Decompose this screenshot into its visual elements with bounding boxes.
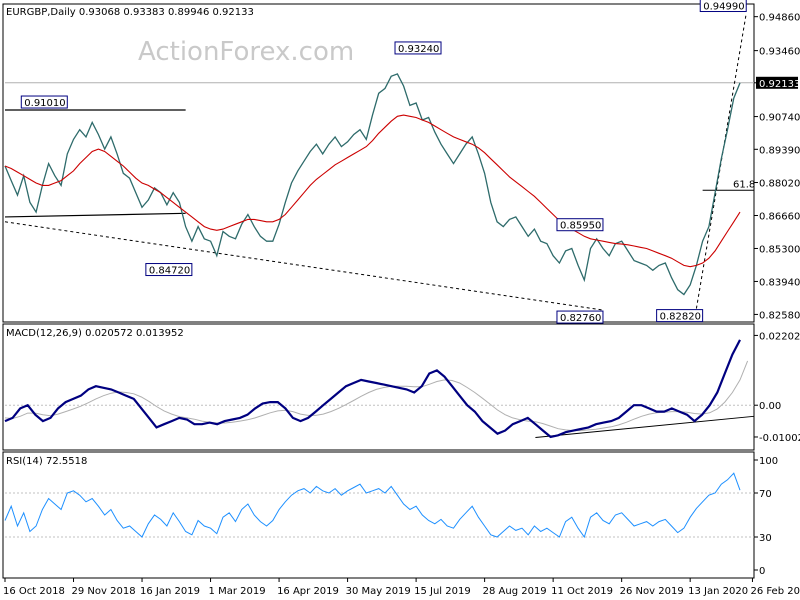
price-tick-label: 0.83940 (759, 277, 800, 288)
x-tick-label: 16 Apr 2019 (277, 586, 339, 597)
price-tick-label: 0.94860 (759, 13, 800, 24)
rsi-tick-label: 30 (759, 533, 772, 544)
price-annotation-box (699, 0, 747, 13)
price-tick-label: 0.86660 (759, 211, 800, 222)
price-annotation-box (394, 41, 442, 55)
fibonacci-label: 61.8 (733, 179, 755, 190)
price-annotation-label: 0.84720 (149, 266, 190, 277)
price-annotation-box (656, 309, 704, 323)
x-tick-label: 15 Jul 2019 (414, 586, 471, 597)
rsi-tick-label: 0 (759, 566, 765, 577)
x-tick-label: 26 Nov 2019 (620, 586, 684, 597)
watermark: ActionForex.com (138, 37, 354, 67)
rsi-tick-label: 100 (759, 456, 778, 467)
price-annotation-box (556, 310, 604, 324)
price-tick-label: 0.89390 (759, 145, 800, 156)
price-annotation-box (20, 95, 68, 109)
x-tick-label: 26 Feb 2020 (750, 586, 800, 597)
rsi-tick-label: 70 (759, 489, 772, 500)
dashed-rally-line (695, 13, 747, 309)
x-tick-label: 11 Oct 2019 (551, 586, 613, 597)
price-annotation-label: 0.82760 (560, 313, 601, 324)
current-price-box (756, 76, 798, 89)
dashed-trendline (4, 221, 604, 311)
price-panel (2, 3, 755, 323)
macd-series (4, 339, 741, 439)
price-annotation-label: 0.85950 (560, 221, 601, 232)
macd-trendline (535, 415, 755, 439)
x-tick-label: 13 Jan 2020 (688, 586, 748, 597)
x-tick-label: 16 Oct 2018 (3, 586, 65, 597)
x-tick-label: 28 Aug 2019 (483, 586, 547, 597)
x-tick-label: 29 Nov 2018 (72, 586, 136, 597)
macd-tick-label: 0.00 (759, 401, 781, 412)
sma-series (4, 114, 741, 268)
macd-panel (2, 323, 755, 451)
current-price-label: 0.92133 (759, 79, 800, 90)
macd-tick-label: -0.010022 (759, 433, 800, 444)
price-annotation-box (556, 218, 604, 232)
price-title: EURGBP,Daily 0.93068 0.93383 0.89946 0.9… (6, 7, 254, 18)
x-tick-label: 1 Mar 2019 (209, 586, 266, 597)
price-annotation-label: 0.94990 (703, 2, 744, 13)
price-tick-label: 0.85300 (759, 244, 800, 255)
price-tick-label: 0.90740 (759, 113, 800, 124)
price-annotation-box (145, 263, 193, 277)
neckline (4, 212, 186, 218)
signal-series (4, 360, 749, 432)
price-annotation-label: 0.91010 (24, 98, 65, 109)
rsi-title: RSI(14) 72.5518 (6, 456, 87, 467)
price-tick-label: 0.93460 (759, 47, 800, 58)
macd-title: MACD(12,26,9) 0.020572 0.013952 (6, 328, 184, 339)
price-annotation-label: 0.93240 (398, 44, 439, 55)
x-tick-label: 30 May 2019 (346, 586, 411, 597)
rsi-series (4, 472, 741, 539)
price-tick-label: 0.88020 (759, 179, 800, 190)
rsi-panel (2, 451, 755, 579)
x-tick-label: 16 Jan 2019 (140, 586, 200, 597)
price-tick-label: 0.82580 (759, 310, 800, 321)
macd-tick-label: 0.022029 (759, 331, 800, 342)
price-close-series (4, 73, 741, 296)
price-annotation-label: 0.82820 (660, 312, 701, 323)
